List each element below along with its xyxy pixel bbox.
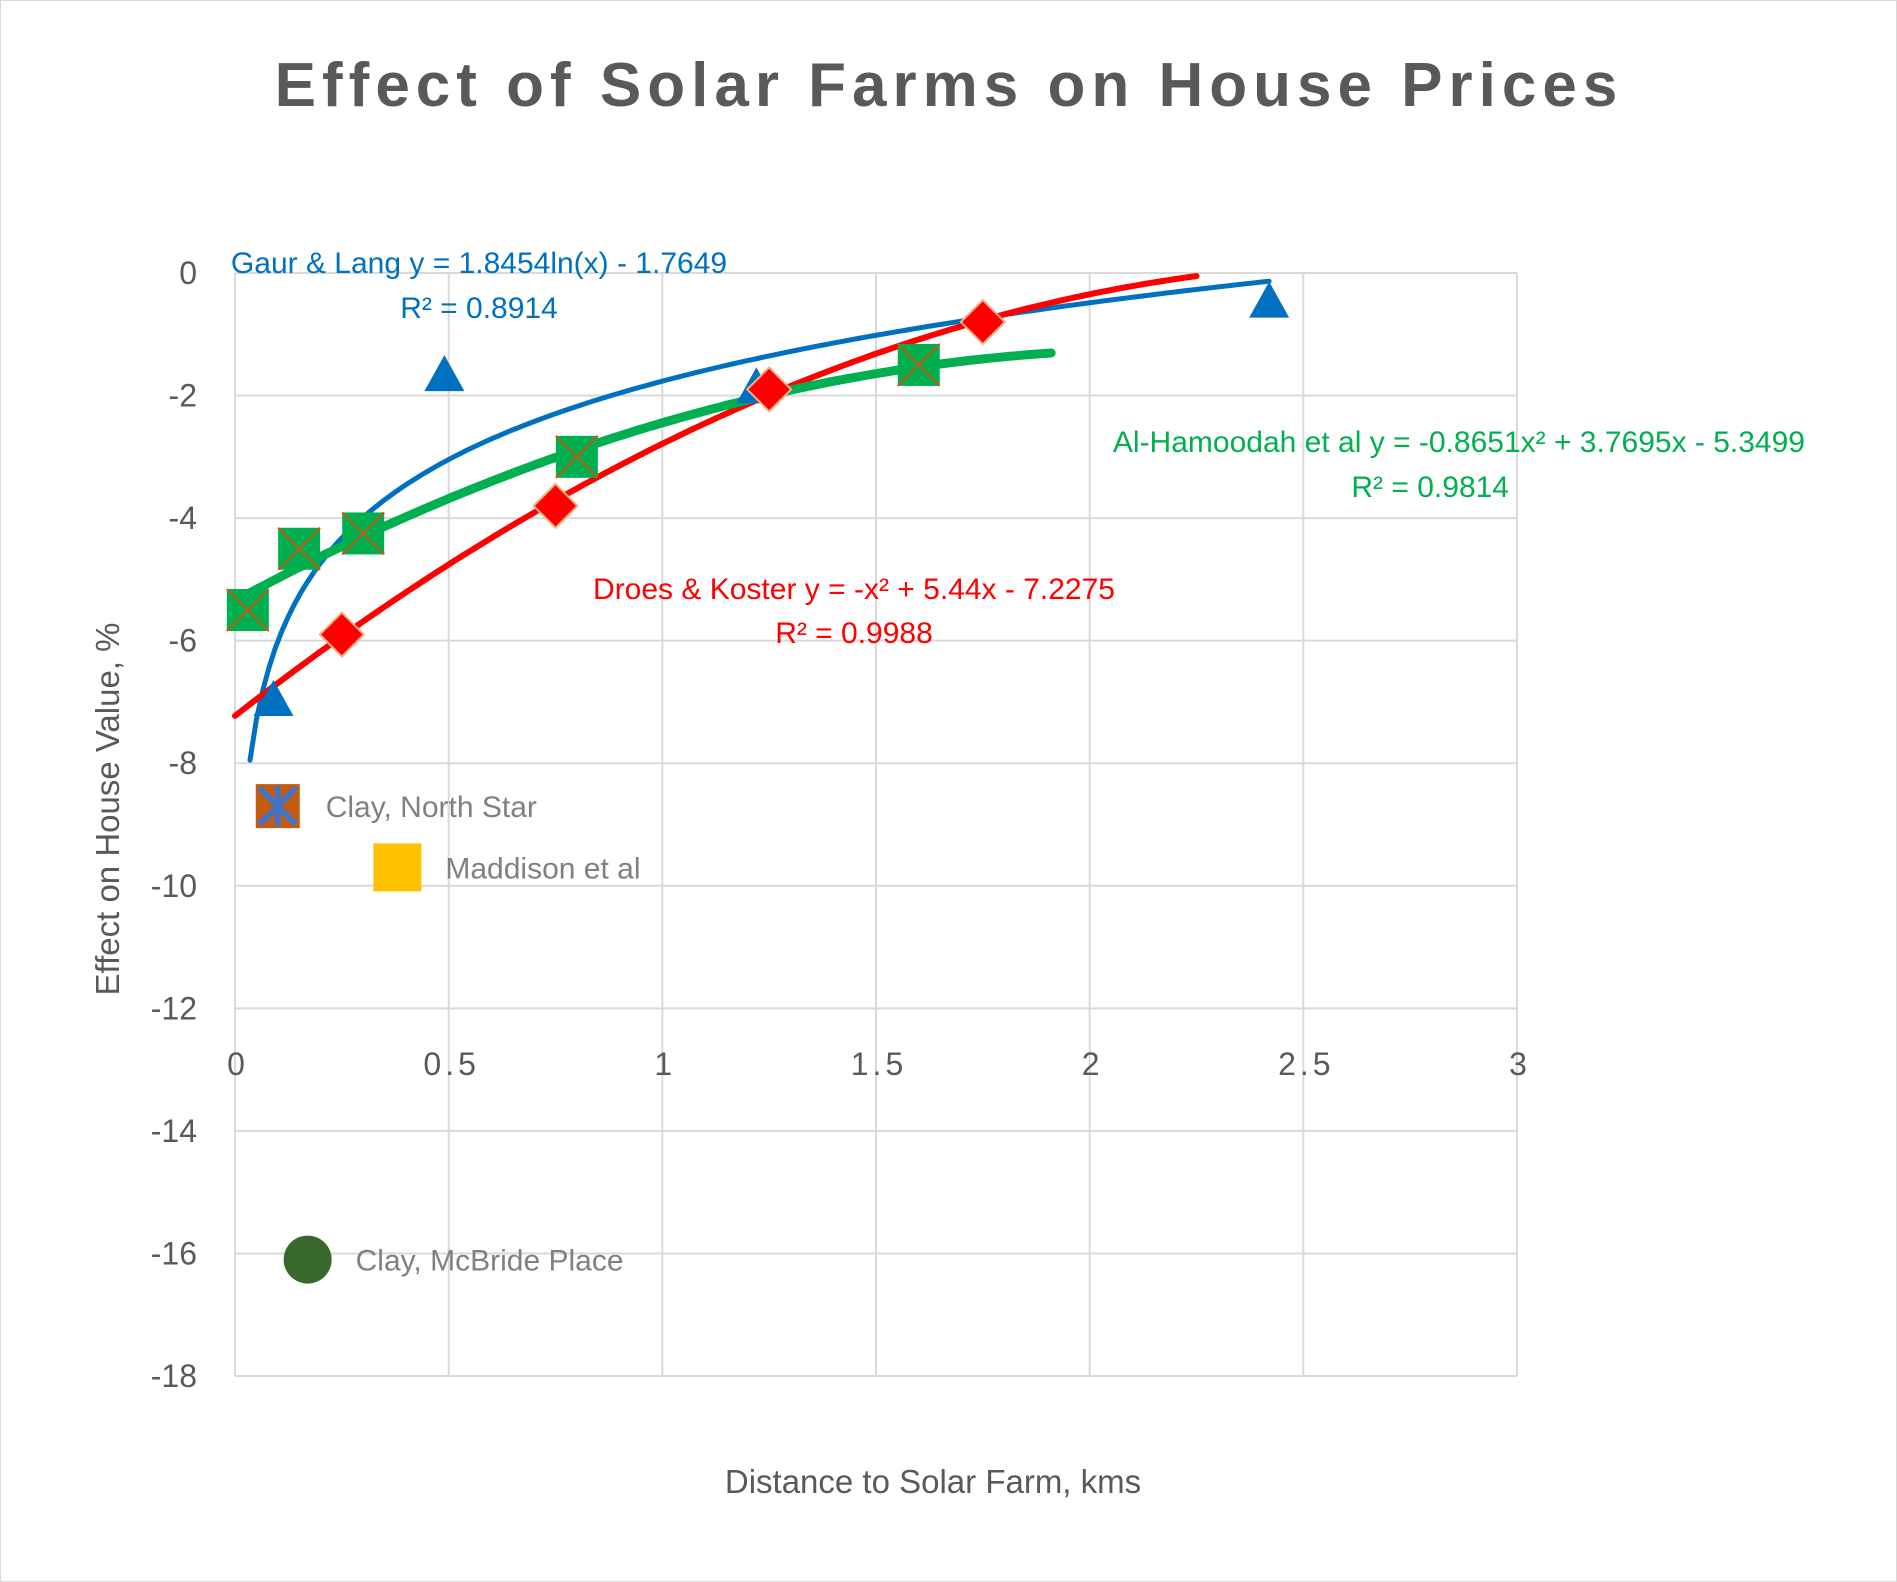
square-x-cross [341, 511, 385, 556]
equation-label: Al-Hamoodah et al y = -0.8651x² + 3.7695… [1113, 426, 1805, 459]
square-x-marker [555, 435, 599, 479]
square-marker [373, 843, 422, 892]
triangle-marker [424, 355, 465, 392]
grid [234, 272, 1518, 1377]
data-markers [226, 281, 1290, 1284]
chart-title: Effect of Solar Farms on House Prices [275, 51, 1624, 120]
y-tick-label: 0 [179, 255, 197, 291]
x-tick-label: 1 [654, 1046, 676, 1082]
trendline-droes-koster [232, 273, 1200, 719]
r-squared-label: R² = 0.8914 [400, 292, 558, 325]
x-tick-label: 1.5 [851, 1046, 907, 1082]
y-tick-label: -4 [169, 500, 197, 536]
square-x-cross [277, 527, 321, 571]
point-label: Clay, North Star [326, 791, 537, 824]
r-squared-label: R² = 0.9988 [775, 617, 933, 650]
square-x-marker [277, 527, 321, 571]
trendline-gaur-lang [247, 278, 1272, 763]
circle-marker [283, 1235, 332, 1284]
triangle-marker [253, 679, 294, 716]
square-x-marker [341, 511, 385, 556]
equation-label: Droes & Koster y = -x² + 5.44x - 7.2275 [593, 573, 1115, 606]
y-tick-labels: 0 -2 -4 -6 -8 -10 -12 -14 -16 -18 [151, 255, 197, 1394]
x-tick-label: 2.5 [1278, 1046, 1334, 1082]
y-tick-label: -10 [151, 868, 197, 904]
x-tick-label: 3 [1509, 1046, 1531, 1082]
trendline-al-hamoodah-et-al [230, 348, 1056, 606]
point-label: Clay, McBride Place [356, 1245, 624, 1278]
x-tick-labels: 0 0.5 1 1.5 2 2.5 3 [227, 1046, 1531, 1082]
x-tick-label: 0 [227, 1046, 249, 1082]
x-axis-title: Distance to Solar Farm, kms [725, 1463, 1141, 1500]
diamond-marker [532, 482, 579, 530]
y-tick-label: -14 [151, 1113, 197, 1149]
triangle-marker [1249, 281, 1290, 318]
y-tick-label: -18 [151, 1358, 197, 1394]
square-x-cross [897, 343, 941, 387]
square-x-cross [555, 435, 599, 479]
square-x-cross [226, 588, 270, 632]
diamond-marker [745, 366, 793, 413]
diamond-marker [318, 611, 366, 658]
square-x-marker [897, 343, 941, 387]
square-star-marker [255, 784, 300, 829]
square-star-cross [257, 785, 298, 827]
point-label: Maddison et al [445, 852, 640, 885]
x-tick-label: 2 [1082, 1046, 1104, 1082]
equation-label: Gaur & Lang y = 1.8454ln(x) - 1.7649 [231, 247, 727, 280]
y-tick-label: -8 [169, 745, 197, 781]
y-tick-label: -6 [169, 623, 197, 659]
square-x-marker [226, 588, 270, 632]
x-tick-label: 0.5 [423, 1046, 479, 1082]
y-tick-label: -2 [169, 378, 197, 414]
annotations: Gaur & Lang y = 1.8454ln(x) - 1.7649 R² =… [231, 247, 1805, 1278]
y-tick-label: -16 [151, 1235, 197, 1271]
y-tick-label: -12 [151, 990, 197, 1026]
r-squared-label: R² = 0.9814 [1351, 471, 1509, 504]
diamond-marker [959, 298, 1007, 346]
y-axis-title: Effect on House Value, % [89, 622, 126, 995]
